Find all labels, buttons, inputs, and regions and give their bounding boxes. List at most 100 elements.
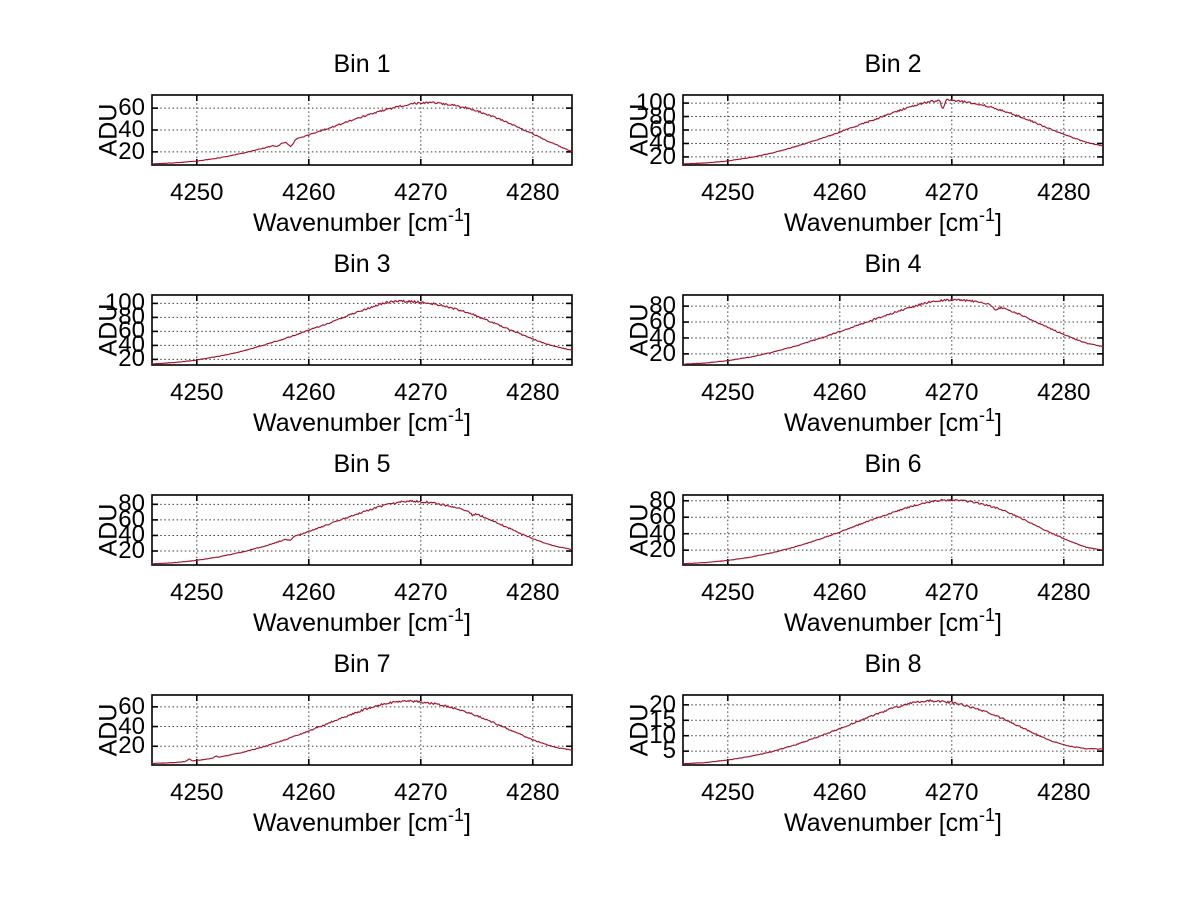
x-axis-label-superscript: -1 xyxy=(448,205,465,225)
x-tick-label: 4270 xyxy=(394,179,448,206)
x-axis-label-superscript: -1 xyxy=(448,805,465,825)
x-axis-label-text: Wavenumber [cm xyxy=(253,809,448,837)
x-axis-label-bracket: ] xyxy=(464,409,471,437)
x-axis-label-bracket: ] xyxy=(995,609,1002,637)
y-tick-label: 60 xyxy=(118,317,145,345)
plot-title: Bin 8 xyxy=(864,650,922,678)
plot-area xyxy=(151,94,573,166)
x-tick-label: 4250 xyxy=(170,579,224,606)
x-tick-label: 4260 xyxy=(282,179,336,206)
x-tick-label: 4270 xyxy=(925,779,979,806)
plot-area xyxy=(682,694,1104,766)
spectrum-curve xyxy=(151,499,573,565)
axis-box xyxy=(151,294,573,366)
axis-box xyxy=(682,294,1104,366)
y-tick-label: 100 xyxy=(635,89,676,117)
y-tick-label: 20 xyxy=(118,537,145,564)
y-tick-label: 80 xyxy=(118,490,145,518)
x-axis-label-superscript: -1 xyxy=(979,405,996,425)
x-axis-label: Wavenumber [cm-1] xyxy=(683,605,1103,638)
plot-area xyxy=(682,294,1104,366)
x-axis-label-bracket: ] xyxy=(995,809,1002,837)
x-tick-label: 4250 xyxy=(170,179,224,206)
x-tick-label: 4250 xyxy=(170,779,224,806)
spectrum-curve xyxy=(151,101,573,165)
y-tick-label: 60 xyxy=(649,503,676,531)
y-tick-label: 20 xyxy=(118,137,145,165)
x-axis-label-superscript: -1 xyxy=(448,605,465,625)
x-axis-label: Wavenumber [cm-1] xyxy=(683,205,1103,238)
x-tick-label: 4260 xyxy=(282,379,336,406)
x-tick-label: 4260 xyxy=(282,579,336,606)
axis-box xyxy=(682,494,1104,566)
x-tick-label: 4270 xyxy=(394,579,448,606)
y-tick-label: 80 xyxy=(649,292,676,320)
y-tick-label: 60 xyxy=(118,94,145,122)
x-tick-label: 4260 xyxy=(813,779,867,806)
x-tick-label: 4280 xyxy=(506,579,560,606)
x-axis-label-text: Wavenumber [cm xyxy=(784,409,979,437)
plot-title: Bin 5 xyxy=(333,450,391,478)
plot-area xyxy=(151,294,573,366)
plot-area xyxy=(151,494,573,566)
y-tick-label: 20 xyxy=(118,732,145,760)
spectrum-curve xyxy=(682,498,1104,565)
axis-box xyxy=(682,694,1104,766)
x-axis-label-bracket: ] xyxy=(464,809,471,837)
x-axis-label: Wavenumber [cm-1] xyxy=(152,205,572,238)
x-axis-label-text: Wavenumber [cm xyxy=(784,809,979,837)
x-axis-label-text: Wavenumber [cm xyxy=(253,609,448,637)
y-tick-label: 60 xyxy=(118,505,145,533)
y-tick-label: 80 xyxy=(649,486,676,514)
y-tick-label: 20 xyxy=(649,339,676,367)
x-axis-label-text: Wavenumber [cm xyxy=(253,209,448,237)
spectrum-curve xyxy=(682,297,1104,365)
x-tick-label: 4260 xyxy=(813,379,867,406)
y-tick-label: 40 xyxy=(649,323,676,351)
y-tick-label: 80 xyxy=(649,102,676,130)
x-tick-label: 4280 xyxy=(1037,379,1091,406)
x-axis-label: Wavenumber [cm-1] xyxy=(152,405,572,438)
y-tick-label: 60 xyxy=(118,692,145,720)
x-axis-label-text: Wavenumber [cm xyxy=(784,209,979,237)
x-tick-label: 4250 xyxy=(701,579,755,606)
x-axis-label-text: Wavenumber [cm xyxy=(253,409,448,437)
x-axis-label-bracket: ] xyxy=(995,409,1002,437)
y-tick-label: 40 xyxy=(118,331,145,359)
x-tick-label: 4270 xyxy=(925,579,979,606)
x-tick-label: 4280 xyxy=(1037,579,1091,606)
y-tick-label: 40 xyxy=(649,519,676,547)
x-axis-label: Wavenumber [cm-1] xyxy=(683,805,1103,838)
plot-area xyxy=(151,694,573,766)
x-tick-label: 4250 xyxy=(701,379,755,406)
y-tick-label: 10 xyxy=(649,721,676,749)
x-axis-label: Wavenumber [cm-1] xyxy=(152,805,572,838)
axis-box xyxy=(151,694,573,766)
x-axis-label-superscript: -1 xyxy=(448,405,465,425)
x-axis-label-bracket: ] xyxy=(464,209,471,237)
y-tick-label: 60 xyxy=(649,116,676,143)
x-tick-label: 4260 xyxy=(813,179,867,206)
y-tick-label: 20 xyxy=(649,690,676,718)
x-tick-label: 4270 xyxy=(394,379,448,406)
plot-title: Bin 1 xyxy=(333,50,391,78)
plot-title: Bin 3 xyxy=(333,250,391,278)
y-tick-label: 5 xyxy=(662,737,676,765)
x-axis-label-bracket: ] xyxy=(464,609,471,637)
x-tick-label: 4280 xyxy=(506,179,560,206)
y-tick-label: 40 xyxy=(118,712,145,740)
x-axis-label-bracket: ] xyxy=(995,209,1002,237)
x-tick-label: 4270 xyxy=(925,379,979,406)
y-tick-label: 40 xyxy=(649,129,676,157)
spectrum-curve xyxy=(151,699,573,765)
x-tick-label: 4260 xyxy=(282,779,336,806)
x-axis-label-text: Wavenumber [cm xyxy=(784,609,979,637)
x-tick-label: 4250 xyxy=(170,379,224,406)
y-tick-label: 40 xyxy=(118,521,145,549)
x-axis-label-superscript: -1 xyxy=(979,805,996,825)
x-axis-label-superscript: -1 xyxy=(979,605,996,625)
x-tick-label: 4250 xyxy=(701,179,755,206)
x-axis-label: Wavenumber [cm-1] xyxy=(683,405,1103,438)
y-tick-label: 40 xyxy=(118,116,145,143)
